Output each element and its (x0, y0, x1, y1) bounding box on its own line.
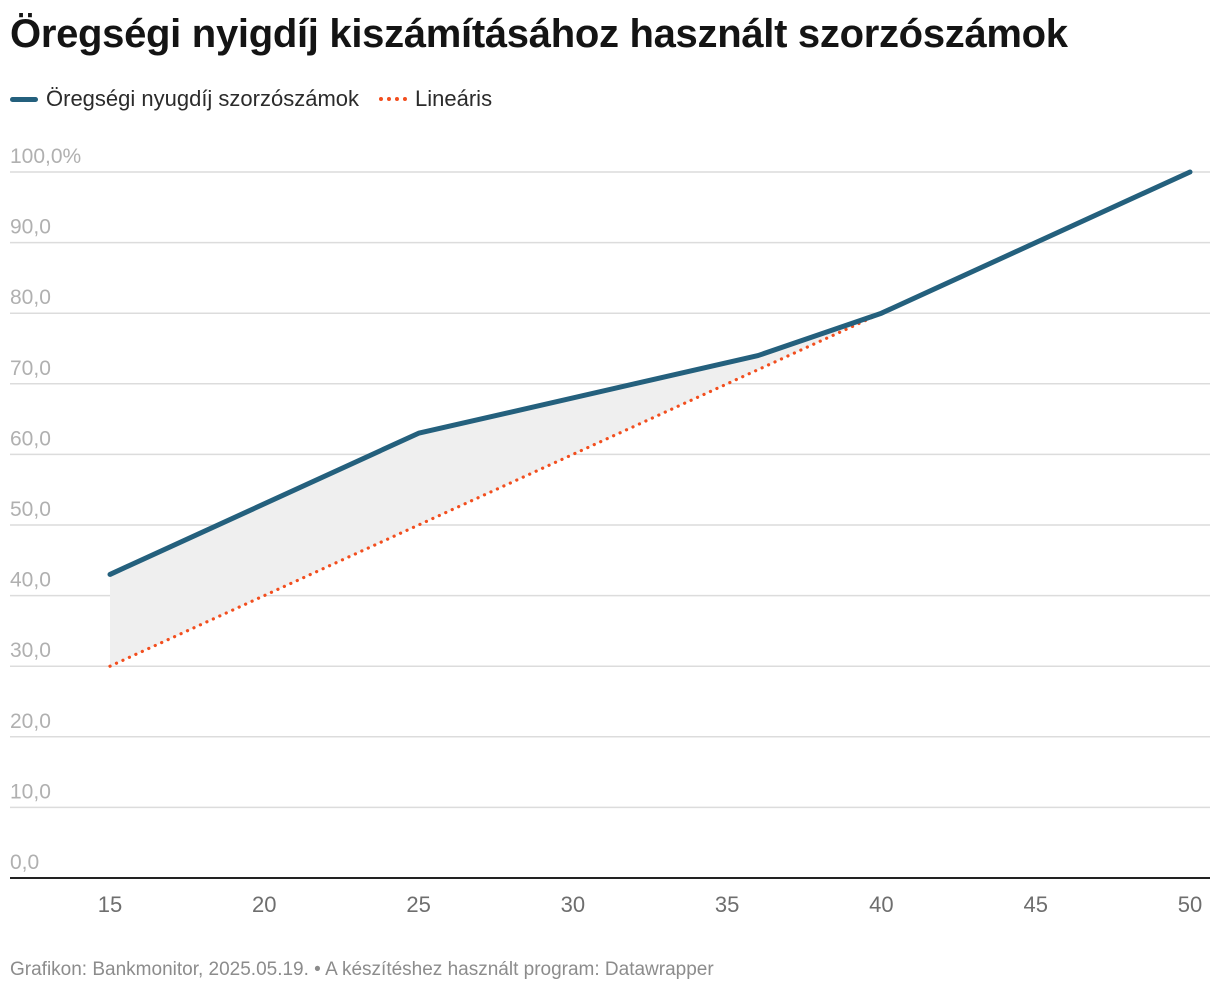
shaded-area (110, 313, 882, 667)
y-tick-label: 70,0 (10, 357, 51, 380)
chart-title: Öregségi nyigdíj kiszámításához használt… (10, 12, 1068, 56)
legend-swatch-dotted (379, 97, 408, 101)
y-tick-label: 90,0 (10, 216, 51, 239)
series (107, 169, 1193, 668)
legend-label-multipliers: Öregségi nyugdíj szorzószámok (46, 86, 360, 111)
y-tick-label: 40,0 (10, 569, 51, 592)
x-tick-label: 20 (252, 892, 276, 917)
legend-label-linear: Lineáris (415, 86, 493, 111)
legend-item-multipliers: Öregségi nyugdíj szorzószámok (10, 86, 359, 112)
grid (10, 171, 1210, 809)
x-tick-label: 30 (561, 892, 585, 917)
y-tick-label: 20,0 (10, 710, 51, 733)
x-tick-label: 35 (715, 892, 739, 917)
legend-swatch-solid (10, 96, 38, 102)
y-axis-labels: 0,0 10,0 20,0 30,0 40,0 50,0 60,0 70,0 80,0 90,0 1… (10, 145, 81, 874)
series-line-linear (108, 311, 884, 668)
x-tick-label: 15 (98, 892, 122, 917)
legend: Öregségi nyugdíj szorzószámok Lineáris (10, 86, 512, 112)
x-tick-label: 45 (1023, 892, 1047, 917)
footer-source: Grafikon: Bankmonitor, 2025.05.19. • A k… (10, 959, 714, 980)
x-tick-label: 50 (1178, 892, 1202, 917)
y-tick-label: 100,0% (10, 145, 81, 168)
x-axis: 15 20 25 30 35 40 45 50 (10, 877, 1210, 917)
y-tick-label: 10,0 (10, 780, 51, 803)
y-tick-label: 50,0 (10, 498, 51, 521)
series-line-multipliers (107, 169, 1193, 577)
y-tick-label: 30,0 (10, 639, 51, 662)
line-chart: 0,0 10,0 20,0 30,0 40,0 50,0 60,0 70,0 80,0 90,0 1… (10, 145, 1210, 917)
x-tick-label: 25 (406, 892, 430, 917)
legend-item-linear: Lineáris (379, 86, 492, 112)
x-tick-label: 40 (869, 892, 893, 917)
shaded-area-polygon (110, 313, 882, 667)
y-tick-label: 80,0 (10, 286, 51, 309)
y-tick-label: 0,0 (10, 851, 39, 874)
y-tick-label: 60,0 (10, 427, 51, 450)
